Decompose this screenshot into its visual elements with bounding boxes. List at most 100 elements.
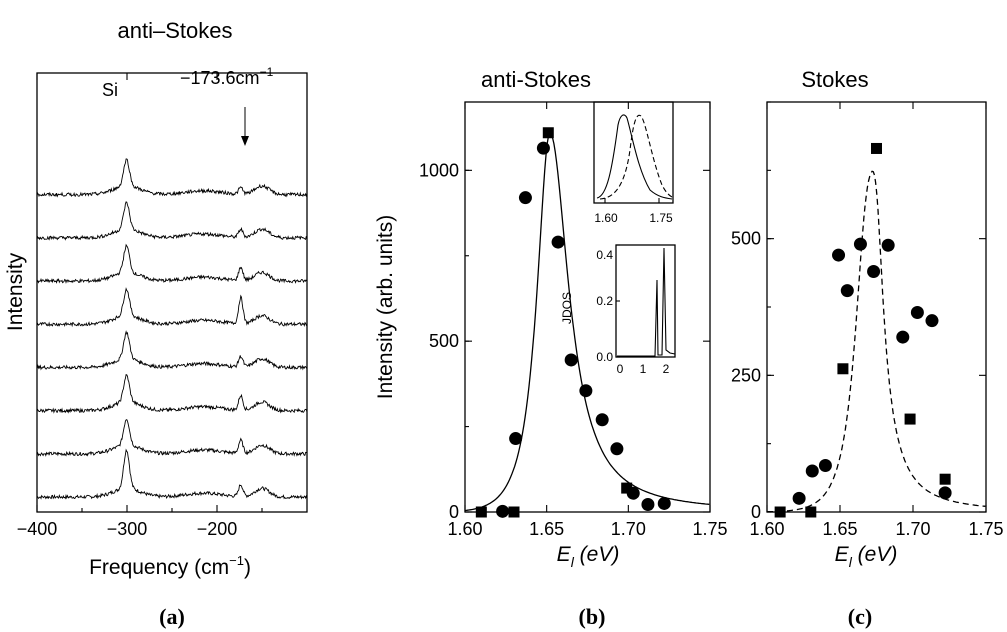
panel-a-ylabel: Intensity [4,252,27,331]
panel-b-fit-curve [464,131,710,512]
si-label: Si [102,80,118,100]
panel-c-label: (c) [848,604,872,629]
x-tick-label: 1.70 [895,519,930,539]
inset-top-frame [593,101,674,204]
panel-a-x-tick-label: −200 [197,519,238,539]
circle-data-point [496,504,510,518]
inset-bottom-jdos-curve [617,247,676,357]
panel-a-spectrum-trace [36,373,308,414]
circle-data-point [536,141,550,155]
y-tick-label: 500 [731,229,761,249]
circle-data-point [818,459,832,473]
inset-top-dashed-curve [599,114,673,200]
x-tick-label: 1.75 [692,519,727,539]
x-tick-label: 1.65 [822,519,857,539]
circle-data-point [610,442,624,456]
circle-data-point [910,305,924,319]
panel-b-xlabel-var: E [557,543,572,566]
square-data-point [475,506,487,518]
square-data-point [939,473,951,485]
inset-bottom-xtick-label: 1 [640,362,647,376]
panel-b-xlabel: El (eV) [557,543,620,570]
inset-bottom-ytick-label: 0.2 [596,294,613,308]
panel-b-points [475,127,671,518]
square-data-point [508,506,520,518]
mode-sup: −1 [260,65,274,79]
circle-data-point [564,353,578,367]
inset-bottom-xtick-label: 2 [663,362,670,376]
panel-c-xlabel-var: E [835,543,850,566]
panel-c-xlabel: El (eV) [835,543,898,570]
square-data-point [621,482,633,494]
x-tick-label: 1.60 [749,519,784,539]
panel-a-spectrum-trace [36,158,308,198]
panel-b-xlabel-sub: l [571,554,575,570]
panel-a-xlabel: Frequency (cm−1) [89,553,251,579]
circle-data-point [805,464,819,478]
x-tick-label: 1.65 [529,519,564,539]
panel-a-spectrum-trace [36,243,308,284]
circle-data-point [551,235,565,249]
panel-a-spectrum-trace [36,419,308,457]
y-tick-label: 0 [449,502,459,522]
circle-data-point [896,330,910,344]
panel-a-xlabel-sup: −1 [229,553,244,568]
circle-data-point [579,384,593,398]
panel-b-ticks: 1.60 1.65 1.70 1.75 0 500 1000 [419,102,728,539]
square-data-point [542,127,554,139]
circle-data-point [840,284,854,298]
panel-a-xlabel-text: Frequency (cm [89,556,229,579]
panel-c-title: Stokes [801,67,868,92]
panel-a-xlabel-end: ) [244,556,251,579]
panel-b-title: anti-Stokes [481,67,591,92]
y-tick-label: 0 [751,502,761,522]
panel-a-label: (a) [159,604,185,629]
circle-data-point [657,496,671,510]
panel-b-ylabel: Intensity (arb. units) [374,215,397,399]
inset-bottom-ytick-label: 0.0 [596,350,613,364]
inset-bottom-xtick-label: 0 [617,362,624,376]
circle-data-point [595,413,609,427]
mode-value: −173.6cm [180,68,260,88]
square-data-point [904,413,916,425]
inset-top-tick-label: 1.60 [594,211,618,225]
panel-c-xlabel-unit: (eV) [852,543,898,566]
panel-a-x-tick-label: −300 [107,519,148,539]
square-data-point [871,142,882,154]
x-tick-label: 1.60 [447,519,482,539]
circle-data-point [509,432,523,446]
panel-b-xlabel-unit: (eV) [574,543,620,566]
circle-data-point [641,497,655,511]
panel-a-x-ticks: −400 −300 −200 [17,73,263,539]
inset-bottom-ytick-label: 0.4 [596,248,613,262]
panel-a-spectrum-trace [36,287,308,328]
panel-a-title: anti–Stokes [118,18,233,43]
square-data-point [805,506,817,518]
y-tick-label: 500 [429,331,459,351]
inset-bottom-ylabel: JDOS [560,292,574,324]
panel-c-fit-curve [766,170,986,513]
panel-a: anti–Stokes −400 −300 −200 Si −173.6cm−1 I… [4,18,308,629]
mode-arrow-head [241,136,249,146]
panel-a-spectrum-trace [36,201,308,241]
panel-a-x-tick-label: −400 [17,519,58,539]
panel-b: anti-Stokes 1.60 1.65 1.70 1.75 0 500 1000 1.6… [374,67,728,629]
panel-c-points [774,142,952,518]
circle-data-point [832,248,846,262]
panel-b-frame [464,101,711,513]
inset-top-solid-curve [596,114,673,200]
square-data-point [774,506,786,518]
x-tick-label: 1.75 [968,519,1003,539]
inset-top-tick-label: 1.75 [649,211,673,225]
panel-a-spectrum-trace [36,330,308,371]
panel-a-spectra [36,158,308,500]
y-tick-label: 250 [731,365,761,385]
circle-data-point [881,238,895,252]
x-tick-label: 1.70 [611,519,646,539]
circle-data-point [938,486,952,500]
circle-data-point [925,314,939,328]
panel-a-spectrum-trace [36,448,308,500]
panel-b-label: (b) [579,604,606,629]
panel-c-ticks: 1.60 1.65 1.70 1.75 0 250 500 [731,101,1004,539]
